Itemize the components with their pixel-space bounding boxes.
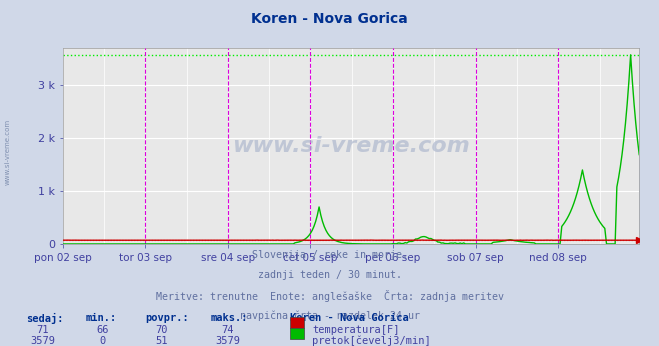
- Text: 3579: 3579: [30, 336, 55, 346]
- Text: navpična črta - razdelek 24 ur: navpična črta - razdelek 24 ur: [239, 310, 420, 320]
- Text: sedaj:: sedaj:: [26, 313, 64, 324]
- Text: pretok[čevelj3/min]: pretok[čevelj3/min]: [312, 336, 431, 346]
- Text: 71: 71: [37, 325, 49, 335]
- Text: 3579: 3579: [215, 336, 240, 346]
- Text: www.si-vreme.com: www.si-vreme.com: [232, 136, 470, 156]
- Text: 66: 66: [96, 325, 108, 335]
- Text: temperatura[F]: temperatura[F]: [312, 325, 400, 335]
- Text: povpr.:: povpr.:: [145, 313, 188, 323]
- Text: 0: 0: [99, 336, 105, 346]
- Text: 51: 51: [156, 336, 167, 346]
- Text: Koren - Nova Gorica: Koren - Nova Gorica: [290, 313, 409, 323]
- Text: 70: 70: [156, 325, 167, 335]
- Text: 74: 74: [221, 325, 233, 335]
- Text: Koren - Nova Gorica: Koren - Nova Gorica: [251, 12, 408, 26]
- Text: Meritve: trenutne  Enote: anglešaške  Črta: zadnja meritev: Meritve: trenutne Enote: anglešaške Črta…: [156, 290, 503, 302]
- Text: Slovenija / reke in morje.: Slovenija / reke in morje.: [252, 250, 407, 260]
- Text: min.:: min.:: [86, 313, 117, 323]
- Text: www.si-vreme.com: www.si-vreme.com: [5, 119, 11, 185]
- Text: zadnji teden / 30 minut.: zadnji teden / 30 minut.: [258, 270, 401, 280]
- Text: maks.:: maks.:: [211, 313, 248, 323]
